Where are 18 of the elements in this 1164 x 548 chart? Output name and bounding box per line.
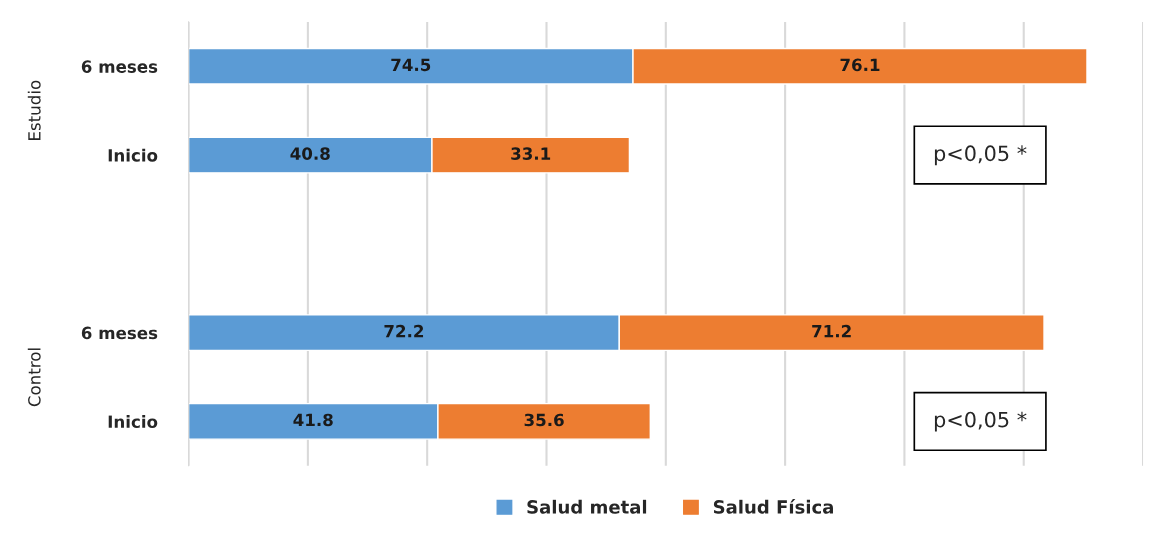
text: Estudio xyxy=(27,80,41,140)
data-label: 35.6 xyxy=(524,413,564,427)
y-tick-label: 6 meses xyxy=(81,326,158,340)
annotation: p<0,05 * xyxy=(934,145,1027,166)
legend-label: Salud metal xyxy=(527,499,647,514)
text: Control xyxy=(27,348,41,407)
annotation: p<0,05 * xyxy=(934,411,1027,432)
data-label: 71.2 xyxy=(812,324,851,338)
data-label: 76.1 xyxy=(840,58,880,72)
data-label: 72.2 xyxy=(384,324,424,338)
data-label: 74.5 xyxy=(391,58,431,72)
data-label: 41.8 xyxy=(293,413,333,427)
y-tick-label: Inicio xyxy=(108,415,158,428)
y-tick-label: Inicio xyxy=(108,148,158,162)
legend-label: Salud Física xyxy=(713,499,833,514)
data-label: 40.8 xyxy=(290,147,330,160)
y-tick-label: 6 meses xyxy=(81,60,158,73)
data-label: 33.1 xyxy=(511,147,551,160)
